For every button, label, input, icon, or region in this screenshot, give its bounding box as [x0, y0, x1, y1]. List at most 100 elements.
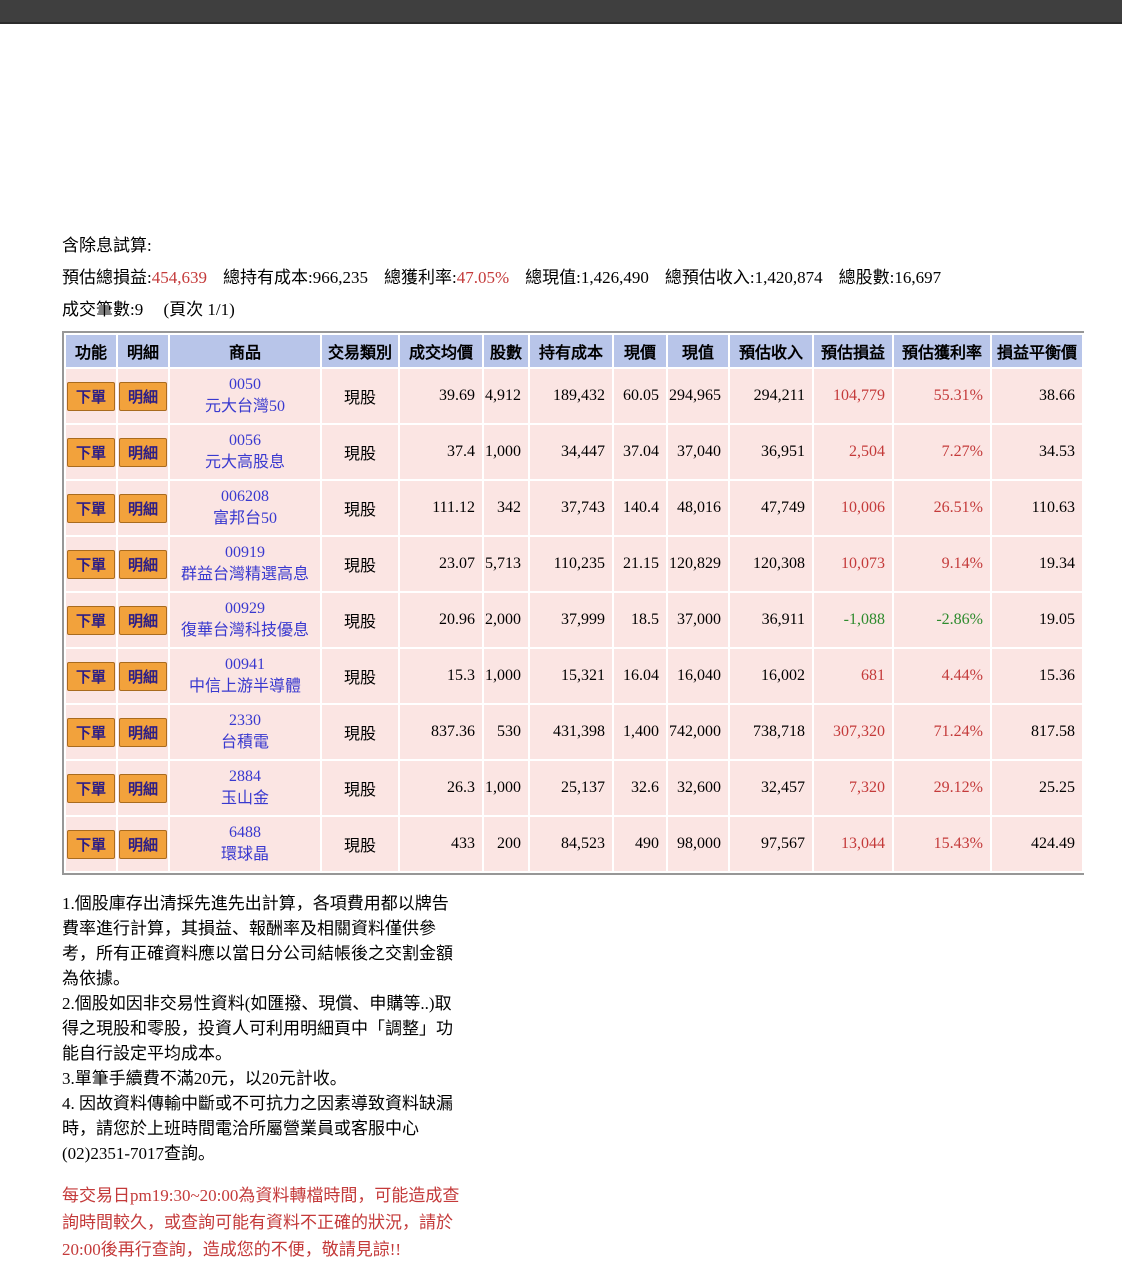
avg-price-cell: 433	[398, 815, 484, 873]
detail-button[interactable]: 明細	[118, 605, 167, 635]
est-rate-cell: 29.12%	[892, 759, 992, 817]
header-row: 功能 明細 商品 交易類別 成交均價 股數 持有成本 現價 現值 預估收入 預估損益 預估獲利率 損益平…	[64, 333, 1084, 369]
avg-price-cell: 37.4	[398, 423, 484, 481]
stock-code: 6488	[229, 824, 261, 841]
detail-cell: 明細	[116, 759, 170, 817]
current-value-cell: 32,600	[666, 759, 730, 817]
holding-cost-cell: 84,523	[528, 815, 614, 873]
est-income-cell: 16,002	[728, 647, 814, 705]
est-rate-cell: 55.31%	[892, 367, 992, 425]
est-pl-cell: 7,320	[812, 759, 894, 817]
est-income-cell: 294,211	[728, 367, 814, 425]
est-rate-cell: 4.44%	[892, 647, 992, 705]
detail-button[interactable]: 明細	[118, 381, 167, 411]
holding-cost-cell: 25,137	[528, 759, 614, 817]
column-header: 現值	[666, 333, 730, 369]
product-cell: 0050 元大台灣50	[168, 367, 322, 425]
trade-count: 成交筆數:9	[62, 300, 144, 319]
product-cell: 00919 群益台灣精選高息	[168, 535, 322, 593]
est-pl-cell: 10,006	[812, 479, 894, 537]
avg-price-cell: 111.12	[398, 479, 484, 537]
detail-button[interactable]: 明細	[118, 773, 167, 803]
current-price-cell: 490	[612, 815, 668, 873]
est-pl-cell: 681	[812, 647, 894, 705]
est-rate-cell: 71.24%	[892, 703, 992, 761]
stock-code: 00941	[225, 656, 265, 673]
est-pl-cell: 307,320	[812, 703, 894, 761]
detail-button[interactable]: 明細	[118, 437, 167, 467]
column-header: 成交均價	[398, 333, 484, 369]
holding-row: 下單 明細 6488 環球晶 現股 433 200 84,523 490 98,000 97,567…	[64, 815, 1084, 873]
trade-type-cell: 現股	[320, 703, 400, 761]
shares-cell: 4,912	[482, 367, 530, 425]
detail-cell: 明細	[116, 367, 170, 425]
summary-stat: 總持有成本:966,235	[222, 268, 368, 287]
est-rate-cell: -2.86%	[892, 591, 992, 649]
summary-block: 含除息試算: 預估總損益:454,639 總持有成本:966,235 總獲利率:47…	[62, 230, 1122, 326]
current-value-cell: 294,965	[666, 367, 730, 425]
stock-code: 0056	[229, 432, 261, 449]
current-price-cell: 21.15	[612, 535, 668, 593]
holding-row: 下單 明細 00919 群益台灣精選高息 現股 23.07 5,713 110,235 21.1…	[64, 535, 1084, 593]
holding-cost-cell: 37,743	[528, 479, 614, 537]
stock-name: 台積電	[220, 734, 269, 751]
order-button[interactable]: 下單	[66, 661, 115, 691]
column-header: 商品	[168, 333, 322, 369]
stock-code: 0050	[229, 376, 261, 393]
column-header: 持有成本	[528, 333, 614, 369]
stock-code: 00929	[225, 600, 265, 617]
product-cell: 00941 中信上游半導體	[168, 647, 322, 705]
detail-button[interactable]: 明細	[118, 661, 167, 691]
order-button[interactable]: 下單	[66, 437, 115, 467]
holding-cost-cell: 431,398	[528, 703, 614, 761]
table-body: 下單 明細 0050 元大台灣50 現股 39.69 4,912 189,432 60.05 29…	[64, 367, 1084, 873]
column-header: 功能	[64, 333, 118, 369]
detail-button[interactable]: 明細	[118, 717, 167, 747]
function-cell: 下單	[64, 367, 118, 425]
holding-row: 下單 明細 2884 玉山金 現股 26.3 1,000 25,137 32.6 32,600 32…	[64, 759, 1084, 817]
product-cell: 6488 環球晶	[168, 815, 322, 873]
order-button[interactable]: 下單	[66, 773, 115, 803]
trade-type-cell: 現股	[320, 423, 400, 481]
current-value-cell: 48,016	[666, 479, 730, 537]
order-button[interactable]: 下單	[66, 829, 115, 859]
stock-name: 群益台灣精選高息	[180, 566, 309, 583]
order-button[interactable]: 下單	[66, 381, 115, 411]
stock-name: 元大台灣50	[204, 398, 285, 415]
order-button[interactable]: 下單	[66, 549, 115, 579]
order-button[interactable]: 下單	[66, 605, 115, 635]
est-rate-cell: 15.43%	[892, 815, 992, 873]
order-button[interactable]: 下單	[66, 717, 115, 747]
holding-cost-cell: 34,447	[528, 423, 614, 481]
holding-row: 下單 明細 00941 中信上游半導體 現股 15.3 1,000 15,321 16.04 16…	[64, 647, 1084, 705]
footnote: 3.單筆手續費不滿20元，以20元計收。	[62, 1069, 347, 1088]
est-pl-cell: 104,779	[812, 367, 894, 425]
column-header: 股數	[482, 333, 530, 369]
function-cell: 下單	[64, 535, 118, 593]
stock-name: 環球晶	[220, 846, 269, 863]
breakeven-cell: 817.58	[990, 703, 1084, 761]
est-income-cell: 36,911	[728, 591, 814, 649]
detail-button[interactable]: 明細	[118, 829, 167, 859]
footnote: 1.個股庫存出清採先進先出計算，各項費用都以牌告 費率進行計算，其損益、報酬率及…	[62, 894, 453, 988]
est-rate-cell: 26.51%	[892, 479, 992, 537]
detail-cell: 明細	[116, 591, 170, 649]
current-price-cell: 140.4	[612, 479, 668, 537]
detail-button[interactable]: 明細	[118, 549, 167, 579]
shares-cell: 2,000	[482, 591, 530, 649]
footnote: 4. 因故資料傳輸中斷或不可抗力之因素導致資料缺漏 時，請您於上班時間電洽所屬營…	[62, 1094, 453, 1163]
function-cell: 下單	[64, 703, 118, 761]
summary-stat: 總獲利率:47.05%	[383, 268, 510, 287]
stock-name: 元大高股息	[204, 454, 285, 471]
holdings-table: 功能 明細 商品 交易類別 成交均價 股數 持有成本 現價 現值 預估收入 預估損益 預估獲利率 損益平…	[64, 333, 1084, 873]
current-price-cell: 1,400	[612, 703, 668, 761]
order-button[interactable]: 下單	[66, 493, 115, 523]
page-indicator: (頁次 1/1)	[163, 300, 235, 319]
holding-row: 下單 明細 0050 元大台灣50 現股 39.69 4,912 189,432 60.05 29…	[64, 367, 1084, 425]
detail-cell: 明細	[116, 535, 170, 593]
detail-button[interactable]: 明細	[118, 493, 167, 523]
column-header: 明細	[116, 333, 170, 369]
est-income-cell: 120,308	[728, 535, 814, 593]
trade-type-cell: 現股	[320, 759, 400, 817]
summary-stat: 總現值:1,426,490	[525, 268, 649, 287]
